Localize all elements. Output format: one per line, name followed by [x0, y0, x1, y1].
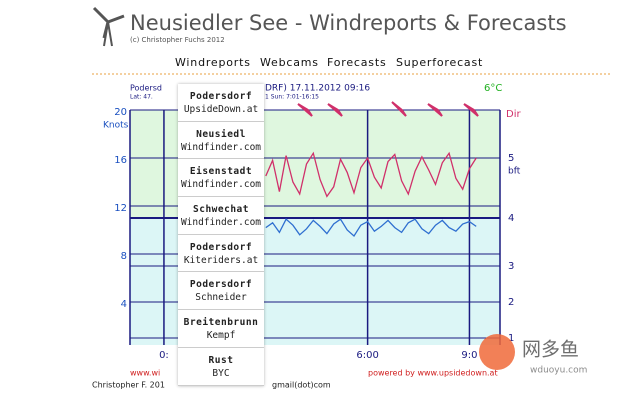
y-tick-label: 20 [114, 107, 127, 118]
menu-item[interactable]: Neusiedl Windfinder.com [178, 122, 264, 160]
menu-item[interactable]: Rust BYC [178, 348, 264, 386]
watermark-brand: 网多鱼 [522, 339, 579, 361]
menu-source: Windfinder.com [180, 217, 262, 229]
y-axis-label: Knots [103, 121, 129, 131]
footer-email: gmail(dot)com [272, 381, 331, 390]
menu-place: Podersdorf [189, 241, 253, 253]
y2-tick-label: 1 [508, 333, 514, 344]
x-tick-label: 6:00 [356, 350, 378, 361]
menu-source: Kempf [206, 330, 236, 342]
y2-unit: bft [508, 167, 521, 177]
y2-tick-label: 5 [508, 153, 514, 164]
dropdown-menu: Podersdorf UpsideDown.at Neusiedl Windfinde… [178, 84, 264, 386]
y2-tick-label: 3 [508, 261, 514, 272]
watermark: 网多鱼 wduoyu.com [479, 334, 587, 376]
site-subtitle: (c) Christopher Fuchs 2012 [130, 36, 225, 44]
menu-source: BYC [212, 367, 230, 379]
menu-place: Schwechat [193, 204, 249, 216]
direction-arrows [297, 101, 479, 117]
y-tick-label: 12 [114, 203, 127, 214]
menu-item[interactable]: Breitenbrunn Kempf [178, 310, 264, 348]
wind-line [265, 218, 477, 237]
y2-tick-label: 4 [508, 213, 514, 224]
menu-source: Windfinder.com [180, 141, 262, 153]
menu-item[interactable]: Podersdorf UpsideDown.at [178, 84, 264, 122]
menu-item[interactable]: Podersdorf Kiteriders.at [178, 235, 264, 273]
menu-place: Neusiedl [196, 128, 246, 140]
menu-source: Kiteriders.at [183, 254, 259, 266]
x-tick-label: 0: [159, 350, 169, 361]
x-tick-label: 9:0 [461, 350, 477, 361]
wind-line [265, 151, 477, 198]
menu-source: UpsideDown.at [183, 104, 259, 115]
menu-place: Podersdorf [189, 91, 253, 102]
watermark-url: wduoyu.com [530, 366, 587, 376]
station: Podersd [130, 84, 162, 93]
menu-place: Breitenbrunn [183, 317, 259, 329]
y2-tick-label: 2 [508, 297, 514, 308]
chart: 4 8 12 16 20 5 4 3 2 1 0: 6:00 9:0 [114, 107, 514, 361]
timestamp: DRF) 17.11.2012 09:16 [265, 84, 370, 94]
footer-author: Christopher F. 201 [92, 381, 165, 390]
nav-link[interactable]: Windreports [175, 56, 251, 69]
credit-right: powered by www.upsidedown.at [368, 369, 498, 378]
site-title: Neusiedler See - Windreports & Forecasts [130, 11, 567, 35]
credit-left: www.wi [130, 369, 160, 378]
menu-source: Schneider [195, 292, 247, 304]
menu-place: Podersdorf [189, 279, 253, 291]
y-tick-label: 16 [114, 155, 127, 166]
nav-link[interactable]: Superforecast [396, 56, 483, 69]
menu-source: Windfinder.com [180, 179, 262, 191]
temperature: 6°C [484, 83, 502, 94]
nav: Windreports Webcams Forecasts Superforecast [175, 56, 483, 69]
y2-axis-label: Dir [506, 109, 521, 120]
menu-place: Rust [208, 354, 234, 366]
menu-item[interactable]: Eisenstadt Windfinder.com [178, 159, 264, 198]
y-tick-label: 8 [121, 251, 127, 262]
nav-link[interactable]: Forecasts [327, 56, 386, 69]
menu-place: Eisenstadt [189, 166, 253, 178]
position: Lat: 47. [130, 94, 153, 101]
menu-item[interactable]: Podersdorf Schneider [178, 272, 264, 311]
nav-link[interactable]: Webcams [260, 56, 319, 69]
menu-item[interactable]: Schwechat Windfinder.com [178, 197, 264, 235]
y-tick-label: 4 [121, 299, 127, 310]
watermark-logo [479, 334, 515, 370]
logo-windmill [92, 6, 125, 47]
sun-times: 1 Sun: 7:01-16:15 [265, 94, 319, 101]
